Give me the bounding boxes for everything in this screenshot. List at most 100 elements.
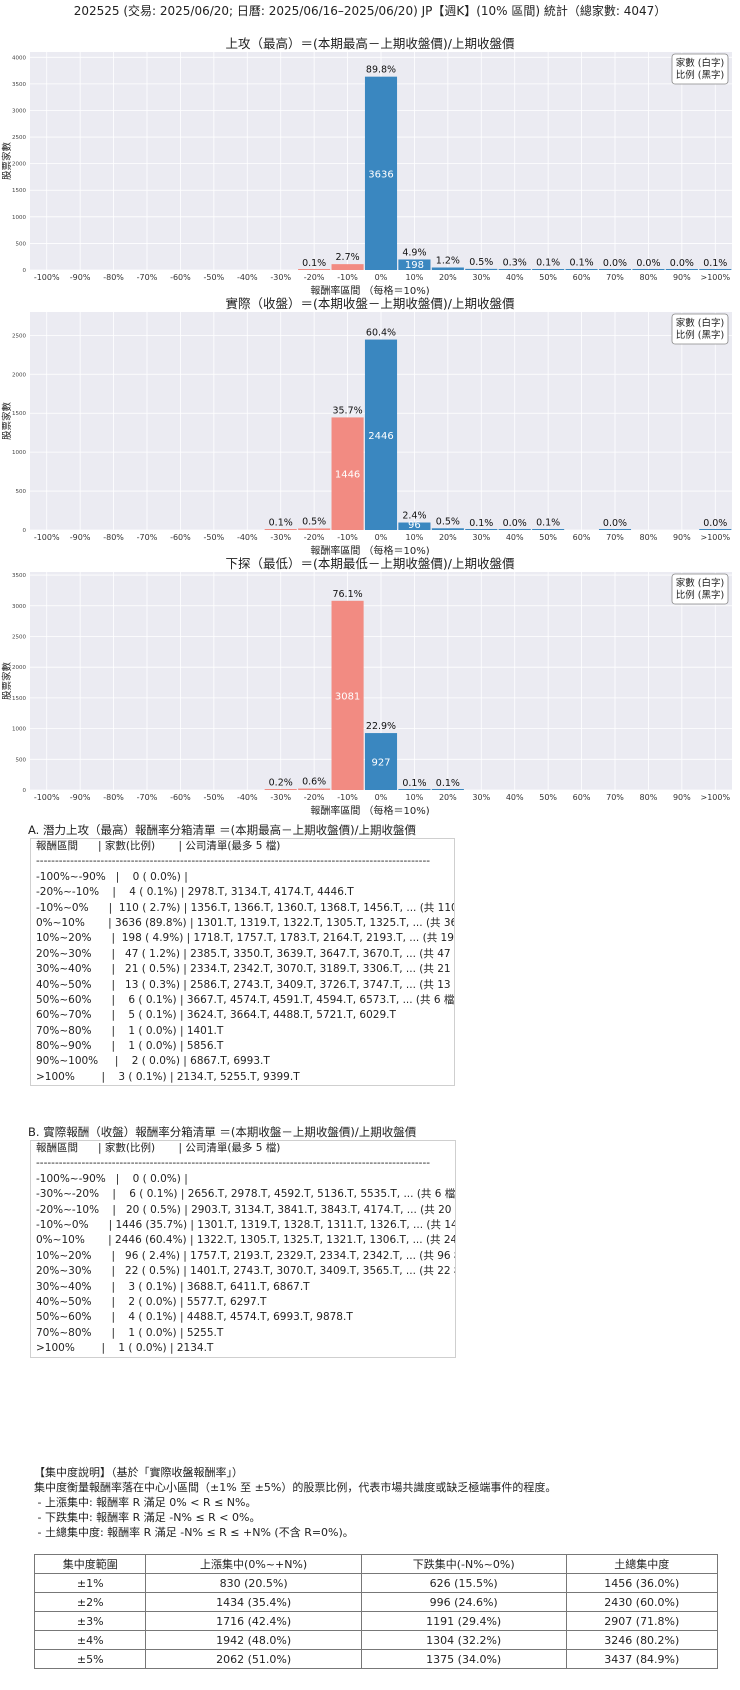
ratio-label: 1.2%	[436, 256, 460, 267]
table-header-cell: 下跌集中(-N%~0%)	[360, 1554, 567, 1574]
ratio-label: 76.1%	[332, 589, 362, 600]
bar	[532, 529, 565, 530]
table-cell: 626 (15.5%)	[360, 1573, 567, 1593]
ratio-label: 0.2%	[269, 778, 293, 789]
x-tick-label: 10%	[406, 533, 424, 542]
y-axis-label: 股票家數	[1, 662, 13, 701]
x-tick-label: -30%	[270, 273, 291, 282]
bar	[465, 268, 498, 270]
ratio-label: 22.9%	[366, 721, 396, 732]
legend-entry: 家數 (白字)	[676, 317, 724, 329]
section-a-heading: A. 潛力上攻（最高）報酬率分箱清單 ＝(本期最高－上期收盤價)/上期收盤價	[28, 823, 416, 837]
legend-entry: 家數 (白字)	[676, 57, 724, 69]
legend-entry: 比例 (黑字)	[676, 69, 724, 81]
x-tick-label: -20%	[304, 793, 325, 802]
table-cell: 2062 (51.0%)	[145, 1649, 362, 1669]
ratio-label: 89.8%	[366, 65, 396, 76]
ratio-label: 0.1%	[436, 778, 460, 789]
bar	[598, 529, 632, 530]
ratio-label: 0.0%	[703, 518, 727, 529]
bar	[699, 269, 732, 270]
ratio-label: 0.5%	[302, 516, 326, 527]
x-tick-label: -60%	[170, 793, 191, 802]
bar	[632, 269, 665, 270]
ratio-label: 0.1%	[703, 258, 727, 269]
list-row: 40%~50% | 2 ( 0.0%) | 5577.T, 6297.T	[36, 1295, 267, 1308]
x-tick-label: -30%	[270, 793, 291, 802]
x-tick-label: 0%	[375, 793, 388, 802]
bar	[298, 269, 331, 270]
x-tick-label: 20%	[439, 793, 457, 802]
list-row: 30%~40% | 21 ( 0.5%) | 2334.T, 2342.T, 3…	[36, 963, 455, 976]
table-cell: 1716 (42.4%)	[145, 1611, 362, 1631]
note-line: - 土總集中度: 報酬率 R 滿足 -N% ≤ R ≤ +N% (不含 R=0%…	[34, 1526, 354, 1539]
x-tick-label: 20%	[439, 533, 457, 542]
bar	[331, 264, 364, 270]
note-line: - 下跌集中: 報酬率 R 滿足 -N% ≤ R < 0%。	[34, 1511, 261, 1524]
x-tick-label: -90%	[70, 273, 91, 282]
table-cell: ±4%	[33, 1630, 147, 1650]
bar	[431, 267, 464, 270]
x-tick-label: -40%	[237, 273, 258, 282]
table-cell: 830 (20.5%)	[145, 1573, 362, 1593]
y-tick-label: 2500	[12, 634, 26, 640]
ratio-label: 0.0%	[636, 258, 660, 269]
x-tick-label: 90%	[673, 793, 691, 802]
bar	[431, 528, 464, 530]
bar	[532, 269, 565, 270]
x-tick-label: 40%	[506, 273, 524, 282]
y-tick-label: 1500	[12, 696, 26, 702]
concentration-notes: 【集中度說明】（基於「實際收盤報酬率」） 集中度衡量報酬率落在中心小區間（±1% …	[34, 1465, 556, 1540]
list-row: 40%~50% | 13 ( 0.3%) | 2586.T, 2743.T, 3…	[36, 978, 455, 991]
section-a-list: 報酬區間 | 家數(比例) | 公司清單(最多 5 檔) ------------…	[30, 838, 455, 1086]
bar	[364, 339, 398, 530]
list-row: 50%~60% | 6 ( 0.1%) | 3667.T, 4574.T, 45…	[36, 993, 455, 1006]
x-tick-label: 30%	[472, 793, 490, 802]
bar	[398, 789, 431, 790]
list-row: >100% | 1 ( 0.0%) | 2134.T	[36, 1342, 214, 1355]
legend: 家數 (白字)比例 (黑字)	[671, 313, 729, 345]
bar	[264, 529, 297, 530]
y-tick-label: 3000	[12, 604, 26, 610]
x-tick-label: -80%	[103, 793, 124, 802]
x-tick-label: -80%	[103, 533, 124, 542]
x-tick-label: 40%	[506, 793, 524, 802]
x-tick-label: -100%	[34, 533, 60, 542]
table-header-cell: 集中度範圍	[33, 1554, 147, 1574]
x-tick-label: -40%	[237, 793, 258, 802]
x-tick-label: 70%	[606, 793, 624, 802]
table-cell: 1375 (34.0%)	[360, 1649, 567, 1669]
ratio-label: 4.9%	[402, 247, 426, 258]
ratio-label: 0.1%	[402, 778, 426, 789]
x-tick-label: 70%	[606, 273, 624, 282]
chart-title: 下探（最低）＝(本期最低－上期收盤價)/上期收盤價	[226, 556, 515, 571]
bar	[498, 269, 531, 270]
section-b-list: 報酬區間 | 家數(比例) | 公司清單(最多 5 檔) ------------…	[30, 1140, 456, 1358]
list-row: -100%~-90% | 0 ( 0.0%) |	[36, 870, 188, 883]
concentration-table: 集中度範圍 上漲集中(0%~+N%) 下跌集中(-N%~0%) 土總集中度 ±1% 83…	[33, 1554, 719, 1669]
legend: 家數 (白字)比例 (黑字)	[671, 53, 729, 85]
bar	[331, 600, 364, 790]
bar	[665, 269, 698, 270]
y-tick-label: 1000	[12, 450, 26, 456]
table-cell: ±2%	[33, 1592, 147, 1612]
x-tick-label: -20%	[304, 533, 325, 542]
chart-close: 實際（收盤）＝(本期收盤－上期收盤價)/上期收盤價 0 500 1000 1500 200…	[1, 296, 732, 557]
x-tick-label: -50%	[204, 273, 225, 282]
ratio-label: 0.0%	[503, 518, 527, 529]
count-label: 198	[405, 260, 424, 271]
bar	[264, 789, 297, 790]
y-tick-label: 2000	[12, 162, 26, 168]
x-tick-label: 20%	[439, 273, 457, 282]
y-tick-label: 2000	[12, 665, 26, 671]
x-axis-label: 報酬率區間 （每格＝10%)	[310, 544, 429, 557]
count-label: 927	[371, 758, 390, 769]
list-row: 0%~10% | 2446 (60.4%) | 1322.T, 1305.T, …	[36, 1234, 456, 1247]
list-row: 10%~20% | 96 ( 2.4%) | 1757.T, 2193.T, 2…	[36, 1249, 456, 1262]
x-tick-label: 70%	[606, 533, 624, 542]
ratio-label: 0.1%	[302, 258, 326, 269]
ratio-label: 0.1%	[536, 258, 560, 269]
chart-title: 上攻（最高）＝(本期最高－上期收盤價)/上期收盤價	[226, 36, 515, 51]
x-tick-label: -10%	[337, 793, 358, 802]
bar	[331, 417, 364, 530]
